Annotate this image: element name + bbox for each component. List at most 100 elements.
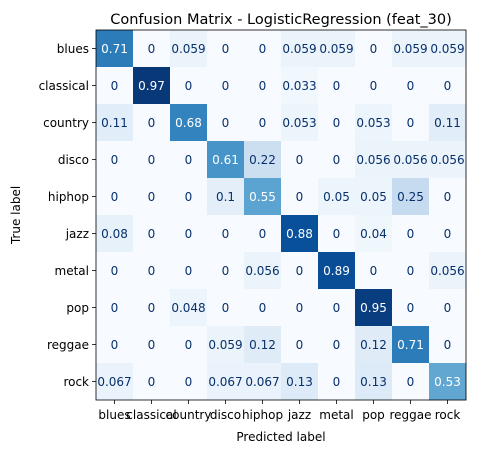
cell-label: 0.68	[175, 116, 202, 130]
y-tick-label: pop	[66, 301, 89, 315]
y-tick-label: blues	[57, 42, 89, 56]
cell-label: 0.05	[360, 190, 387, 204]
cell-label: 0.04	[360, 227, 387, 241]
x-tick-label: jazz	[287, 408, 311, 422]
x-tick-label: disco	[210, 408, 241, 422]
cell-label: 0	[370, 264, 378, 278]
cell-label: 0.059	[208, 338, 242, 352]
cell-label: 0	[333, 227, 341, 241]
cell-label: 0	[333, 153, 341, 167]
cell-label: 0.71	[397, 338, 424, 352]
cell-label: 0	[148, 301, 156, 315]
cell-label: 0	[333, 301, 341, 315]
cell-label: 0.88	[286, 227, 313, 241]
cell-label: 0	[185, 153, 193, 167]
cell-label: 0	[111, 338, 119, 352]
cell-label: 0	[148, 264, 156, 278]
cell-label: 0.89	[323, 264, 350, 278]
heatmap-cells: 0.71 0 0.059 0 0 0.059 0.059 0 0.059 0.0590 0.97 0 0…	[96, 30, 466, 400]
cell-label: 0	[111, 190, 119, 204]
cell-label: 0.12	[360, 338, 387, 352]
cell-label: 0	[111, 264, 119, 278]
cell-label: 0	[259, 116, 267, 130]
cell-label: 0.033	[282, 79, 316, 93]
cell-label: 0	[333, 338, 341, 352]
cell-label: 0.048	[171, 301, 205, 315]
x-tick-label: reggae	[389, 408, 431, 422]
cell-label: 0	[259, 79, 267, 93]
cell-label: 0	[407, 116, 415, 130]
cell-label: 0.056	[430, 264, 464, 278]
cell-label: 0.22	[249, 153, 276, 167]
cell-label: 0	[444, 79, 452, 93]
cell-label: 0	[296, 301, 304, 315]
y-axis-label: True label	[9, 186, 23, 245]
cell-label: 0.13	[360, 375, 387, 389]
cell-label: 0	[407, 301, 415, 315]
cell-label: 0	[148, 338, 156, 352]
cell-label: 0	[148, 42, 156, 56]
y-tick-label: jazz	[65, 227, 89, 241]
cell-label: 0	[296, 190, 304, 204]
y-tick-label: reggae	[47, 338, 89, 352]
cell-label: 0.95	[360, 301, 387, 315]
cell-label: 0.11	[434, 116, 461, 130]
cell-label: 0	[111, 153, 119, 167]
cell-label: 0.25	[397, 190, 424, 204]
y-tick-label: metal	[55, 264, 89, 278]
y-tick-label: disco	[58, 153, 89, 167]
cell-label: 0.11	[101, 116, 128, 130]
x-axis-label: Predicted label	[236, 430, 325, 444]
x-tick-label: pop	[362, 408, 385, 422]
cell-label: 0.53	[434, 375, 461, 389]
cell-label: 0.059	[282, 42, 316, 56]
cell-label: 0	[185, 338, 193, 352]
cell-label: 0.059	[393, 42, 427, 56]
x-tick-label: rock	[435, 408, 461, 422]
cell-label: 0	[185, 264, 193, 278]
cell-label: 0	[333, 375, 341, 389]
cell-label: 0.1	[216, 190, 235, 204]
cell-label: 0	[333, 79, 341, 93]
cell-label: 0.053	[282, 116, 316, 130]
cell-label: 0	[444, 190, 452, 204]
cell-label: 0.059	[430, 42, 464, 56]
y-tick-label: country	[43, 116, 89, 130]
cell-label: 0	[444, 301, 452, 315]
cell-label: 0	[148, 227, 156, 241]
cell-label: 0.12	[249, 338, 276, 352]
cell-label: 0	[222, 301, 230, 315]
cell-label: 0	[296, 153, 304, 167]
cell-label: 0.71	[101, 42, 128, 56]
cell-label: 0	[185, 375, 193, 389]
cell-label: 0.067	[208, 375, 242, 389]
cell-label: 0	[222, 227, 230, 241]
cell-label: 0	[407, 79, 415, 93]
y-tick-label: classical	[39, 79, 89, 93]
chart-title: Confusion Matrix - LogisticRegression (f…	[110, 12, 452, 28]
cell-label: 0	[259, 42, 267, 56]
cell-label: 0.059	[171, 42, 205, 56]
cell-label: 0.053	[356, 116, 390, 130]
cell-label: 0.067	[245, 375, 279, 389]
cell-label: 0	[259, 301, 267, 315]
cell-label: 0.61	[212, 153, 239, 167]
cell-label: 0	[111, 79, 119, 93]
cell-label: 0	[296, 264, 304, 278]
cell-label: 0.056	[393, 153, 427, 167]
cell-label: 0.08	[101, 227, 128, 241]
cell-label: 0.056	[356, 153, 390, 167]
cell-label: 0.056	[430, 153, 464, 167]
cell-label: 0	[333, 116, 341, 130]
cell-label: 0.067	[97, 375, 131, 389]
cell-label: 0	[444, 227, 452, 241]
cell-label: 0.05	[323, 190, 350, 204]
cell-label: 0	[407, 375, 415, 389]
cell-label: 0	[370, 79, 378, 93]
cell-label: 0	[185, 190, 193, 204]
cell-label: 0	[444, 338, 452, 352]
cell-label: 0	[148, 116, 156, 130]
y-tick-label: rock	[63, 375, 89, 389]
